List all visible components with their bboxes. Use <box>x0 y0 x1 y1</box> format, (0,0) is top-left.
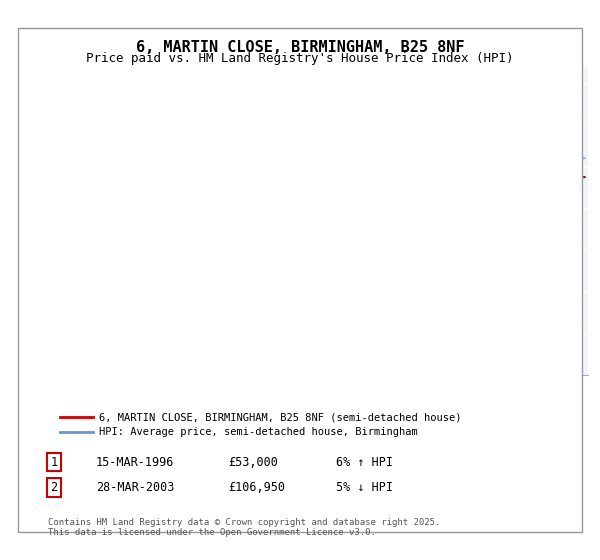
Text: Contains HM Land Registry data © Crown copyright and database right 2025.
This d: Contains HM Land Registry data © Crown c… <box>48 518 440 538</box>
Text: 2: 2 <box>220 115 227 128</box>
Text: 2: 2 <box>50 480 58 494</box>
Text: HPI: Average price, semi-detached house, Birmingham: HPI: Average price, semi-detached house,… <box>99 427 418 437</box>
Text: 5% ↓ HPI: 5% ↓ HPI <box>336 480 393 494</box>
Text: 6% ↑ HPI: 6% ↑ HPI <box>336 455 393 469</box>
Text: £106,950: £106,950 <box>228 480 285 494</box>
Text: 1: 1 <box>102 115 110 128</box>
Text: 15-MAR-1996: 15-MAR-1996 <box>96 455 175 469</box>
Text: 28-MAR-2003: 28-MAR-2003 <box>96 480 175 494</box>
Text: Price paid vs. HM Land Registry's House Price Index (HPI): Price paid vs. HM Land Registry's House … <box>86 52 514 66</box>
Text: £53,000: £53,000 <box>228 455 278 469</box>
Text: 1: 1 <box>50 455 58 469</box>
Bar <box>60 67 97 375</box>
Text: 6, MARTIN CLOSE, BIRMINGHAM, B25 8NF: 6, MARTIN CLOSE, BIRMINGHAM, B25 8NF <box>136 40 464 55</box>
Text: 6, MARTIN CLOSE, BIRMINGHAM, B25 8NF (semi-detached house): 6, MARTIN CLOSE, BIRMINGHAM, B25 8NF (se… <box>99 412 461 422</box>
Bar <box>60 67 97 375</box>
